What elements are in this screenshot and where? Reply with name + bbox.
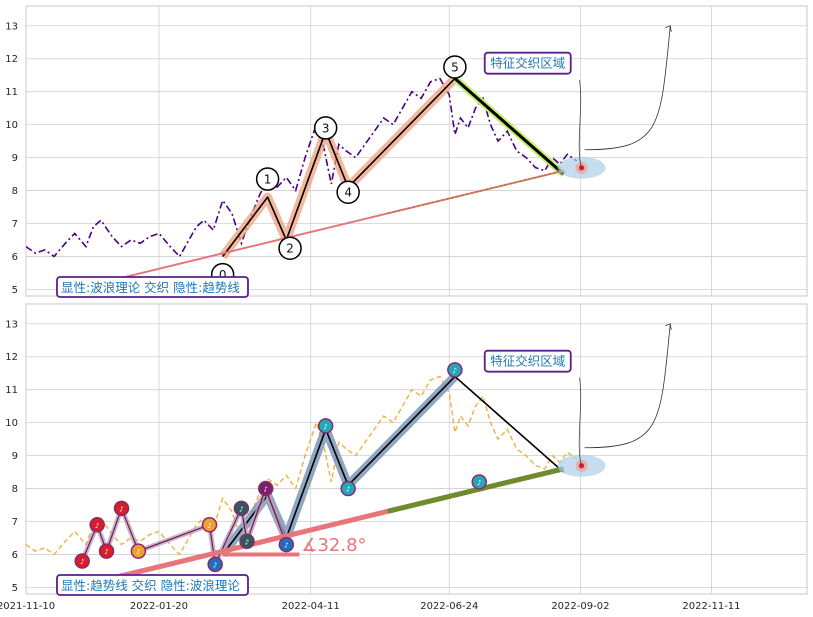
y-tick-label: 11	[5, 87, 18, 98]
wave-marker	[278, 536, 295, 553]
zone-label: 特征交织区域	[490, 56, 565, 71]
y-tick-label: 12	[5, 54, 18, 65]
wave-marker	[257, 480, 274, 497]
wave-marker	[207, 556, 223, 573]
y-tick-label: 11	[5, 385, 18, 396]
wave-marker-glyph: ♪	[477, 479, 481, 487]
wave-marker-glyph: ♪	[207, 522, 211, 530]
wave-marker	[239, 533, 255, 550]
zone-label: 特征交织区域	[490, 354, 565, 369]
wave-label-4: 4	[344, 186, 352, 200]
wave-5-segment	[453, 77, 565, 176]
wave-marker-glyph: ♪	[323, 423, 327, 431]
wave-marker-glyph: ♪	[453, 367, 457, 375]
y-tick-label: 12	[5, 352, 18, 363]
forecast-arrowhead	[665, 323, 672, 330]
x-tick-label: 2022-06-24	[420, 601, 478, 612]
trendline-overlap	[387, 466, 565, 514]
y-tick-label: 13	[5, 21, 18, 32]
wave-marker	[74, 553, 90, 569]
y-tick-label: 8	[12, 484, 18, 495]
wave-marker	[113, 500, 130, 517]
y-tick-label: 5	[12, 583, 18, 594]
wave-marker	[98, 543, 115, 559]
forecast-arrowhead	[665, 25, 672, 32]
wave-marker-glyph: ♪	[104, 548, 108, 556]
wave-label-circle	[443, 55, 467, 79]
y-tick-label: 6	[12, 252, 18, 263]
wave-marker-glyph: ♪	[284, 542, 288, 550]
y-tick-label: 5	[12, 285, 18, 296]
wave-label-3: 3	[322, 121, 330, 135]
zone-label-box	[483, 349, 572, 373]
wave-marker-glyph: ♪	[245, 538, 249, 546]
y-tick-label: 8	[12, 186, 18, 197]
wave-marker	[447, 362, 463, 378]
plot-area	[25, 5, 808, 297]
bottom-panel: 5 6 7 8 9 10 11 12 13 2021-11-10 2022-01-20 2022-04…	[0, 303, 808, 612]
wave-marker-glyph: ♪	[95, 522, 99, 530]
wave-label-circle	[313, 116, 338, 140]
y-tick-label: 6	[12, 550, 18, 561]
caption-box	[56, 574, 249, 596]
wave-marker	[471, 474, 487, 490]
wave-label-0: 0	[219, 268, 227, 282]
trendline-overlap	[387, 170, 564, 215]
x-tick-label: 2022-04-11	[282, 601, 340, 612]
wave-marker-glyph: ♪	[346, 486, 350, 494]
angle-label: ∡32.8°	[301, 535, 366, 556]
wave-marker	[340, 480, 356, 497]
x-tick-label: 2021-11-10	[0, 601, 55, 612]
x-tick-label: 2022-11-11	[682, 601, 740, 612]
forecast-zone-dot	[578, 463, 585, 469]
y-tick-label: 13	[5, 319, 18, 330]
wave-label-1: 1	[264, 173, 272, 187]
y-tick-label: 10	[5, 120, 18, 131]
wave-label-5: 5	[451, 60, 459, 74]
wave-marker-glyph: ♪	[119, 505, 123, 513]
plot-layer: ∡32.8° ♪ ♪ ♪ ♪ ♪ ♪ ♪ ♪ ♪ ♪ ♪ ♪ ♪ ♪ ♪	[26, 323, 672, 584]
wave-marker-glyph: ♪	[263, 486, 267, 494]
wave-label-circle	[278, 236, 302, 260]
y-tick-label: 9	[12, 451, 18, 462]
wave-marker	[317, 418, 334, 434]
forecast-stem	[578, 377, 582, 466]
zone-label-box	[483, 51, 572, 75]
forecast-arrow	[584, 25, 671, 151]
wave-label-circle	[336, 180, 360, 204]
y-tick-label: 7	[12, 517, 18, 528]
wave-marker	[130, 543, 147, 559]
forecast-arrow	[584, 323, 671, 449]
caption-label: 显性:趋势线 交织 隐性:波浪理论	[61, 578, 240, 593]
y-tick-label: 9	[12, 153, 18, 164]
wave-marker-glyph: ♪	[136, 548, 140, 556]
wave-marker	[89, 517, 105, 533]
x-tick-label: 2022-09-02	[551, 601, 609, 612]
wave-marker	[233, 500, 250, 517]
caption-box	[56, 276, 249, 298]
wave-marker	[201, 517, 218, 533]
forecast-zone-dot	[578, 165, 585, 171]
wave-marker-glyph: ♪	[213, 561, 217, 569]
caption-label: 显性:波浪理论 交织 隐性:趋势线	[61, 280, 240, 295]
wave-marker-glyph: ♪	[239, 505, 243, 513]
y-tick-label: 7	[12, 219, 18, 230]
wave-marker-glyph: ♪	[80, 558, 84, 566]
wave-label-circle	[255, 167, 280, 191]
x-tick-label: 2022-01-20	[130, 601, 188, 612]
price-line	[26, 77, 578, 258]
forecast-stem	[578, 79, 582, 168]
y-tick-label: 10	[5, 418, 18, 429]
wave-label-2: 2	[286, 242, 294, 256]
